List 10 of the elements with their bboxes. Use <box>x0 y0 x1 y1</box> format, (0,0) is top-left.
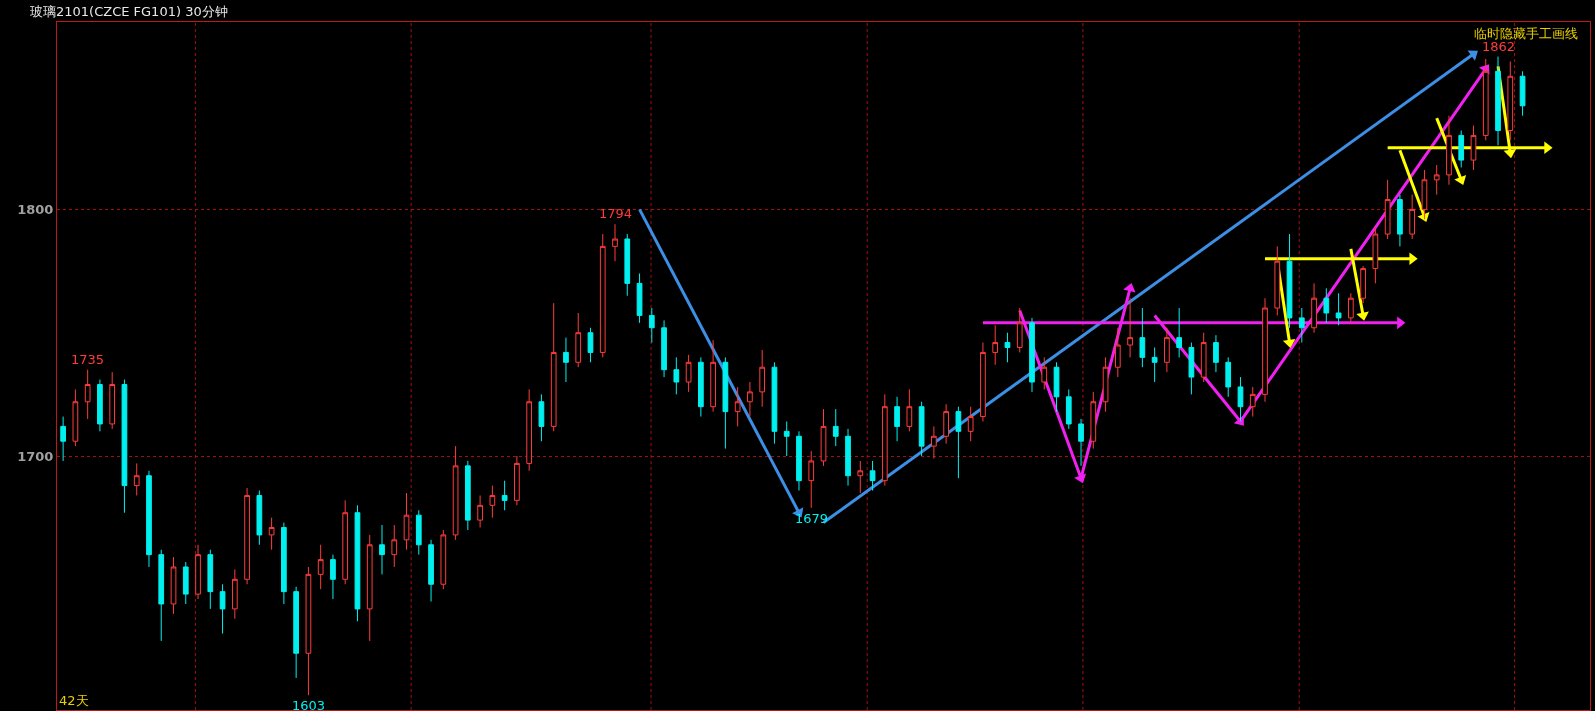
chart-title: 玻璃2101(CZCE FG101) 30分钟 <box>30 3 228 19</box>
y-tick-label: 1800 <box>17 201 54 217</box>
annotation: 1679 <box>795 511 829 526</box>
y-tick-label: 1700 <box>17 448 54 464</box>
annotation: 1794 <box>599 206 633 221</box>
annotation: 1735 <box>71 352 105 367</box>
annotation: 1603 <box>292 698 326 711</box>
annotation: 1862 <box>1482 39 1516 54</box>
annotation: 42天 <box>59 693 89 708</box>
annotation: 临时隐藏手工画线 <box>1474 26 1578 41</box>
